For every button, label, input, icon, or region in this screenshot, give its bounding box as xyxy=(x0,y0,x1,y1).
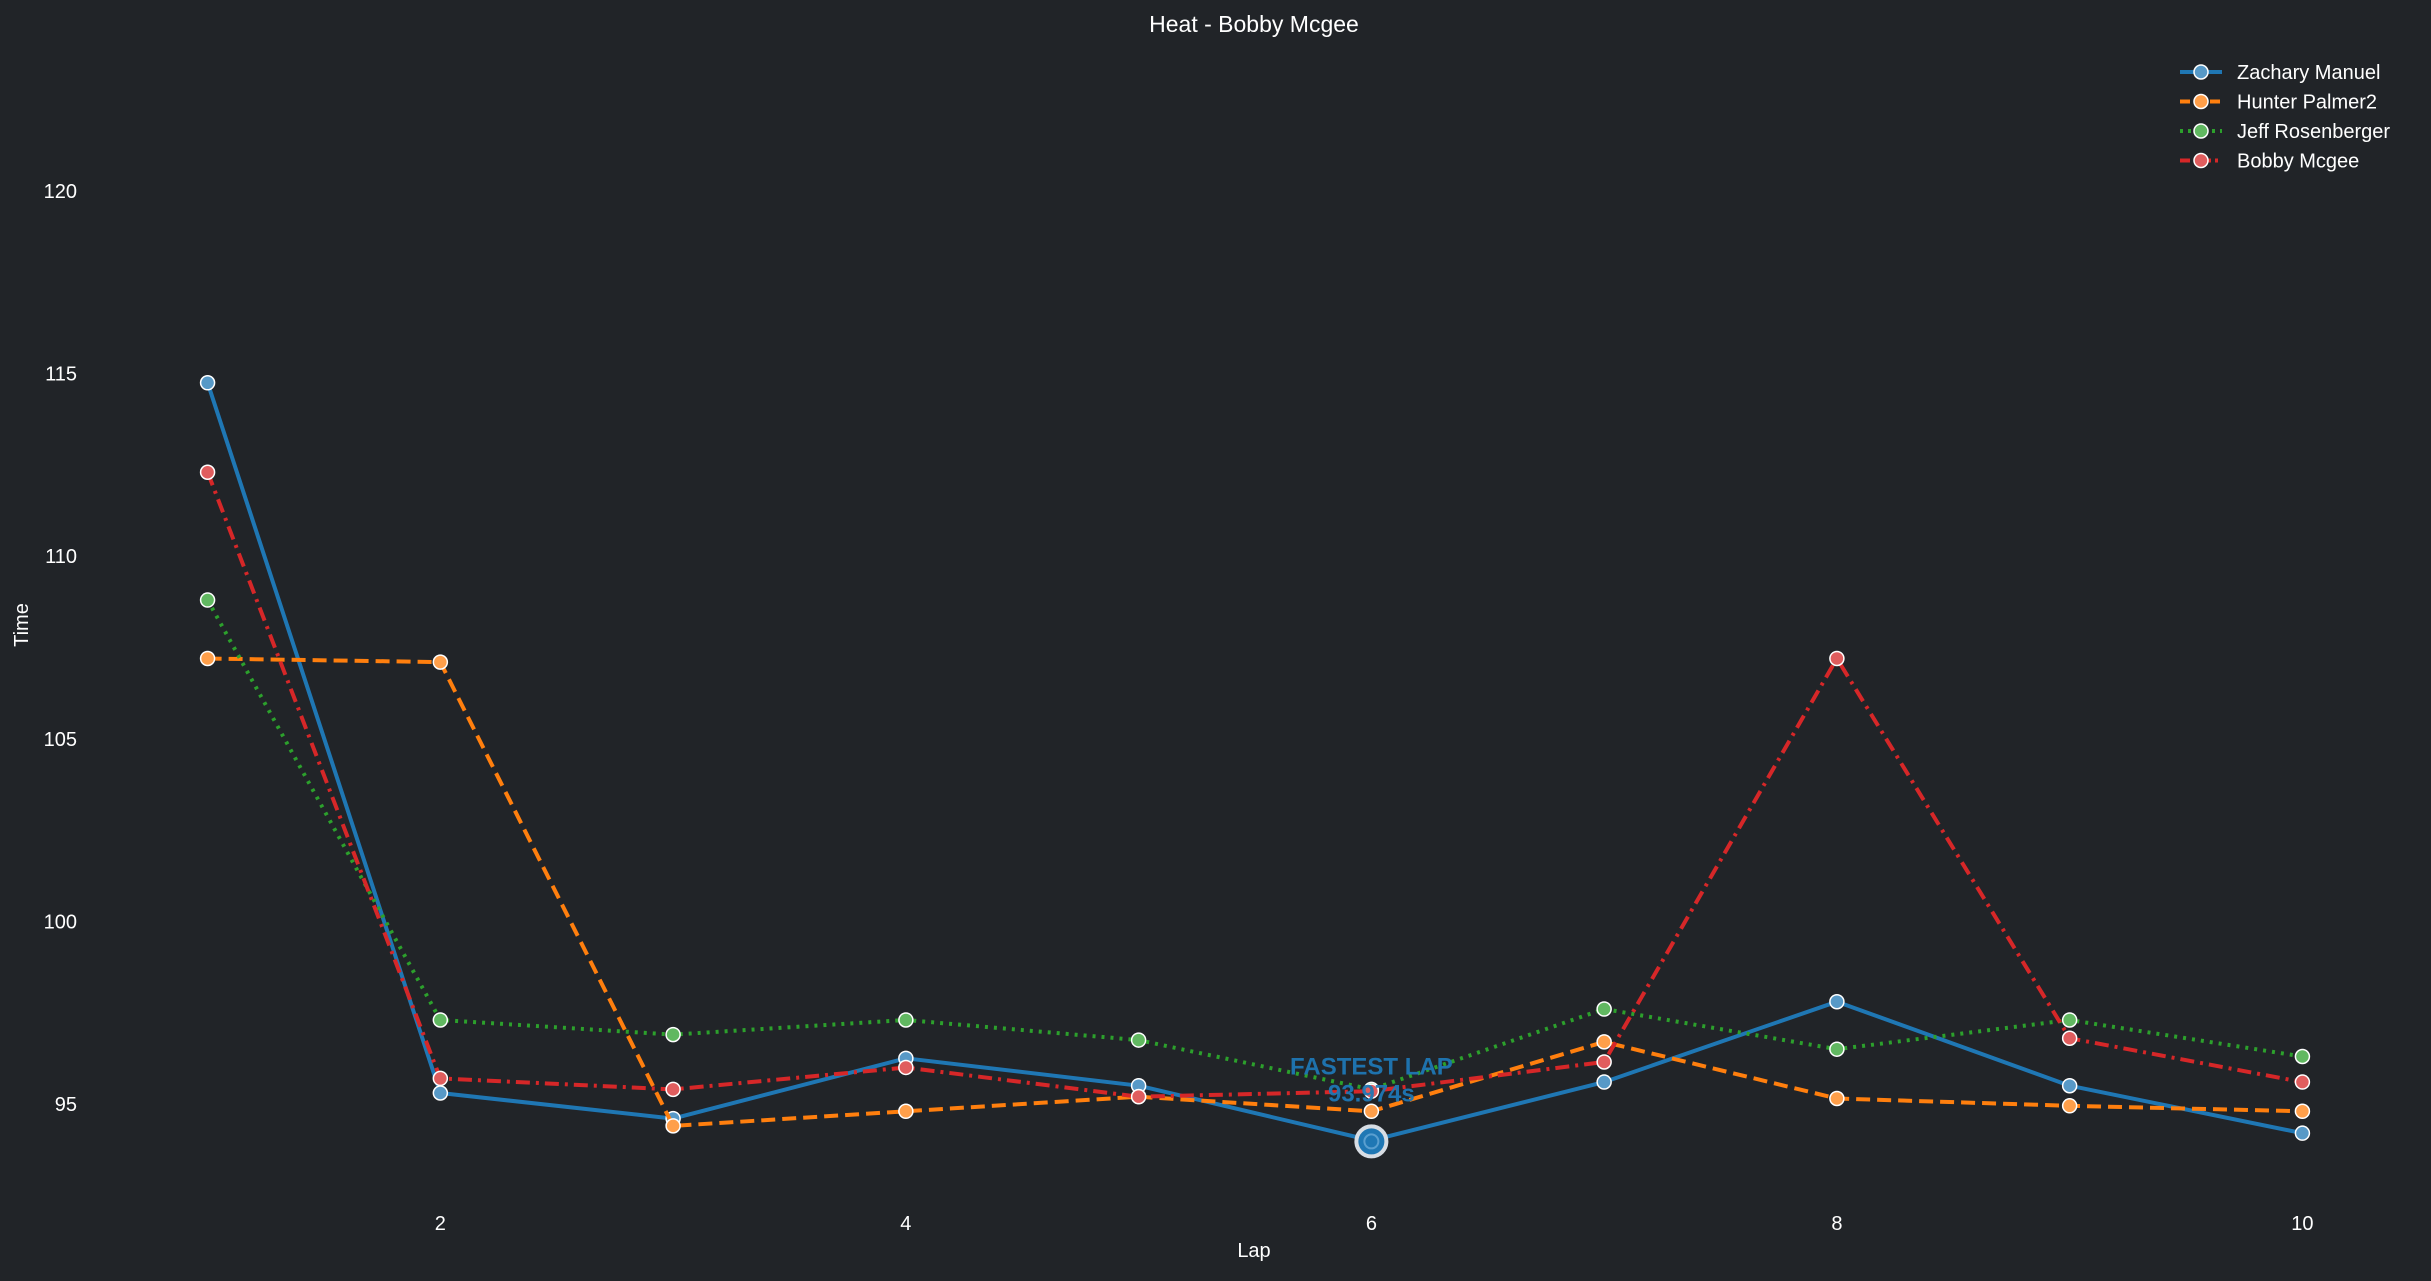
data-point xyxy=(898,1012,914,1028)
x-tick-label: 2 xyxy=(435,1213,446,1235)
legend-marker xyxy=(2193,64,2209,80)
y-tick-label: 100 xyxy=(44,911,77,933)
series-line xyxy=(207,656,2303,1128)
data-point xyxy=(199,375,216,391)
data-point xyxy=(1596,1034,1612,1050)
data-point xyxy=(1829,650,1845,667)
series-line xyxy=(205,382,2303,1143)
data-point xyxy=(2294,1074,2311,1090)
legend-item: Bobby Mcgee xyxy=(2180,151,2359,173)
data-point xyxy=(199,464,216,480)
data-point xyxy=(1596,1054,1612,1070)
x-tick-label: 10 xyxy=(2291,1213,2313,1235)
data-point xyxy=(898,1059,914,1076)
data-point xyxy=(1829,993,1845,1010)
data-point xyxy=(199,592,216,608)
legend-label: Hunter Palmer2 xyxy=(2237,92,2377,114)
data-point xyxy=(1596,1074,1612,1090)
series-bobby-mcgee xyxy=(199,464,2311,1105)
data-point xyxy=(1130,1032,1147,1048)
legend-label: Bobby Mcgee xyxy=(2237,151,2359,173)
data-point xyxy=(2294,1103,2311,1120)
chart-title: Heat - Bobby Mcgee xyxy=(1149,11,1359,37)
legend-label: Zachary Manuel xyxy=(2237,62,2380,84)
series-line xyxy=(205,599,2303,1092)
data-point xyxy=(2061,1012,2078,1028)
legend-item: Hunter Palmer2 xyxy=(2180,92,2377,114)
data-point xyxy=(665,1026,681,1043)
y-tick-label: 120 xyxy=(44,181,77,203)
data-point xyxy=(432,1070,449,1087)
legend-item: Zachary Manuel xyxy=(2180,62,2380,84)
data-point xyxy=(1363,1083,1380,1099)
legend-label: Jeff Rosenberger xyxy=(2237,121,2390,143)
fastest-lap-label: FASTEST LAP xyxy=(1290,1053,1453,1080)
data-point xyxy=(665,1081,681,1098)
data-point xyxy=(1363,1103,1380,1120)
legend-item: Jeff Rosenberger xyxy=(2180,121,2390,143)
data-point xyxy=(2061,1077,2078,1094)
y-tick-label: 110 xyxy=(45,546,77,568)
data-point xyxy=(199,650,216,667)
y-axis-ticks: 95 100 105 110 115 120 xyxy=(44,181,77,1116)
series-line xyxy=(205,471,2303,1099)
legend-marker xyxy=(2193,152,2209,169)
data-point xyxy=(1829,1041,1845,1057)
series-layer xyxy=(199,375,2311,1149)
data-point xyxy=(2294,1125,2311,1141)
y-tick-label: 115 xyxy=(45,364,77,386)
data-point xyxy=(1829,1090,1845,1107)
fastest-lap-time: 93.974s xyxy=(1328,1080,1415,1107)
y-tick-label: 95 xyxy=(55,1094,77,1116)
y-axis-label: Time xyxy=(11,603,33,647)
x-axis-ticks: 2 4 6 8 10 xyxy=(435,1213,2314,1235)
legend-marker xyxy=(2193,93,2209,110)
data-point xyxy=(898,1103,914,1120)
legend: Zachary Manuel Hunter Palmer2 Jeff Rosenbe… xyxy=(2180,62,2390,173)
data-point xyxy=(1596,1001,1612,1017)
x-axis-label: Lap xyxy=(1237,1240,1270,1262)
legend-marker xyxy=(2193,123,2209,139)
data-point xyxy=(432,654,449,670)
fastest-lap-marker xyxy=(1354,1124,1389,1159)
data-point xyxy=(2061,1030,2078,1046)
x-tick-label: 8 xyxy=(1831,1213,1842,1235)
data-point xyxy=(1130,1088,1147,1105)
data-point xyxy=(2061,1098,2078,1114)
x-tick-label: 4 xyxy=(900,1213,911,1235)
x-tick-label: 6 xyxy=(1366,1213,1377,1235)
data-point xyxy=(665,1118,681,1134)
fastest-lap-marker-inner xyxy=(1363,1133,1380,1150)
data-point xyxy=(432,1012,449,1028)
data-point xyxy=(2294,1048,2311,1065)
data-point xyxy=(432,1085,449,1101)
y-tick-label: 105 xyxy=(44,729,77,751)
